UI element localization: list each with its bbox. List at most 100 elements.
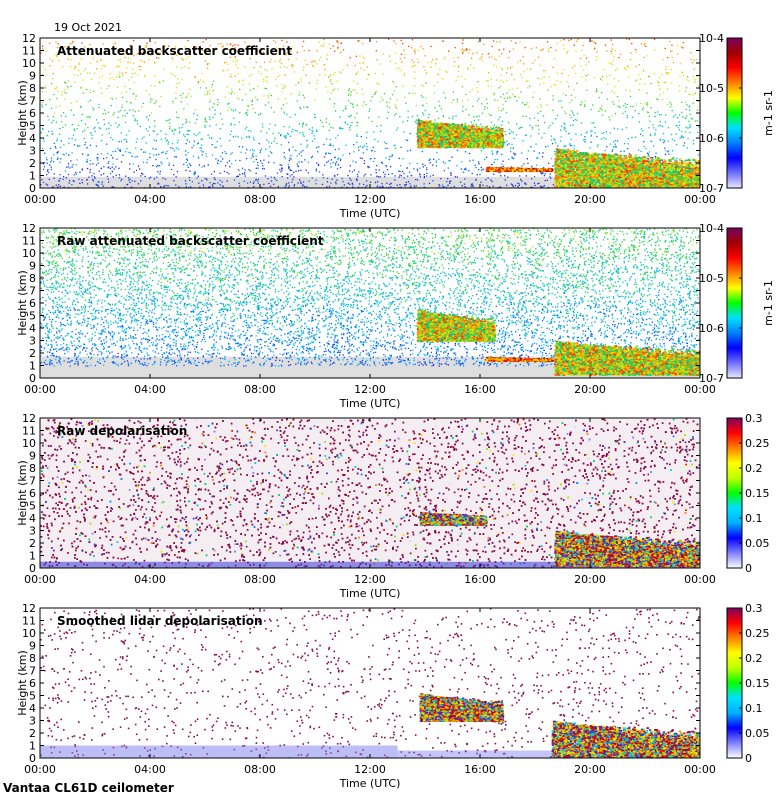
x-tick-label: 12:00 bbox=[354, 763, 386, 776]
x-tick-label: 00:00 bbox=[684, 763, 716, 776]
y-tick-label: 12 bbox=[22, 412, 36, 425]
panel-title: Smoothed lidar depolarisation bbox=[57, 614, 263, 628]
colorbar-scale bbox=[727, 228, 742, 378]
colorbar-tick-label: 10-6 bbox=[699, 322, 724, 335]
colorbar: 10-7 10-6 10-5 10-4 m-1 sr-1 bbox=[699, 32, 775, 195]
x-tick-label: 20:00 bbox=[574, 383, 606, 396]
x-tick-label: 20:00 bbox=[574, 763, 606, 776]
colorbar-tick-label: 0.3 bbox=[745, 412, 763, 425]
colorbar-tick-label: 0 bbox=[745, 752, 752, 765]
x-tick-label: 00:00 bbox=[24, 763, 56, 776]
y-tick-label: 5 bbox=[29, 500, 36, 513]
y-tick-label: 6 bbox=[29, 107, 36, 120]
y-tick-label: 7 bbox=[29, 475, 36, 488]
y-tick-label: 11 bbox=[22, 425, 36, 438]
colorbar-tick-label: 10-6 bbox=[699, 132, 724, 145]
colorbar-tick-label: 0.1 bbox=[745, 702, 763, 715]
colorbar-tick-label: 10-7 bbox=[699, 182, 724, 195]
colorbar: 10-710-610-510-4m-1 sr-1 bbox=[699, 222, 775, 385]
y-tick-label: 10 bbox=[22, 57, 36, 70]
y-tick-label: 11 bbox=[22, 235, 36, 248]
surface-band bbox=[40, 746, 398, 759]
x-axis-label: Time (UTC) bbox=[339, 777, 401, 790]
y-tick-label: 10 bbox=[22, 627, 36, 640]
x-tick-label: 04:00 bbox=[134, 573, 166, 586]
y-tick-label: 2 bbox=[29, 347, 36, 360]
colorbar-tick-label: 10-5 bbox=[699, 82, 724, 95]
x-tick-label: 08:00 bbox=[244, 573, 276, 586]
y-tick-label: 7 bbox=[29, 665, 36, 678]
y-tick-label: 12 bbox=[22, 32, 36, 45]
y-axis-label: Height (km) bbox=[16, 650, 29, 716]
y-tick-label: 1 bbox=[29, 170, 36, 183]
y-tick-label: 4 bbox=[29, 322, 36, 335]
y-tick-label: 5 bbox=[29, 310, 36, 323]
y-tick-label: 11 bbox=[22, 615, 36, 628]
x-tick-label: 04:00 bbox=[134, 193, 166, 206]
y-tick-label: 9 bbox=[29, 70, 36, 83]
y-tick-label: 9 bbox=[29, 260, 36, 273]
x-axis-label: Time (UTC) bbox=[339, 587, 401, 600]
colorbar-tick-label: 0.15 bbox=[745, 677, 770, 690]
x-tick-label: 12:00 bbox=[354, 193, 386, 206]
colorbar-tick-label: 0.05 bbox=[745, 727, 770, 740]
y-tick-label: 3 bbox=[29, 335, 36, 348]
y-tick-label: 12 bbox=[22, 602, 36, 615]
y-tick-label: 7 bbox=[29, 285, 36, 298]
y-tick-label: 12 bbox=[22, 222, 36, 235]
colorbar-tick-label: 0.2 bbox=[745, 462, 763, 475]
y-tick-label: 4 bbox=[29, 132, 36, 145]
panel-title: Raw attenuated backscatter coefficient bbox=[57, 234, 324, 248]
site-label: Vantaa CL61D ceilometer bbox=[3, 781, 174, 795]
y-tick-label: 3 bbox=[29, 145, 36, 158]
y-tick-label: 9 bbox=[29, 640, 36, 653]
y-tick-label: 5 bbox=[29, 120, 36, 133]
colorbar-scale bbox=[727, 38, 742, 188]
x-tick-label: 16:00 bbox=[464, 383, 496, 396]
y-axis-label: Height (km) bbox=[16, 270, 29, 336]
y-tick-label: 10 bbox=[22, 437, 36, 450]
x-axis-label: Time (UTC) bbox=[339, 207, 401, 220]
x-tick-label: 04:00 bbox=[134, 763, 166, 776]
y-tick-label: 6 bbox=[29, 297, 36, 310]
colorbar-tick-label: 10-4 bbox=[699, 222, 724, 235]
panel-title: Attenuated backscatter coefficient bbox=[57, 44, 292, 58]
colorbar-tick-label: 0 bbox=[745, 562, 752, 575]
y-axis-label: Height (km) bbox=[16, 80, 29, 146]
y-tick-label: 8 bbox=[29, 272, 36, 285]
colorbar-tick-label: 0.05 bbox=[745, 537, 770, 550]
colorbar-tick-label: 10-4 bbox=[699, 32, 724, 45]
y-tick-label: 2 bbox=[29, 727, 36, 740]
x-tick-label: 20:00 bbox=[574, 573, 606, 586]
x-tick-label: 16:00 bbox=[464, 193, 496, 206]
x-tick-label: 16:00 bbox=[464, 763, 496, 776]
y-tick-label: 1 bbox=[29, 550, 36, 563]
x-tick-label: 00:00 bbox=[684, 573, 716, 586]
y-tick-label: 4 bbox=[29, 702, 36, 715]
y-tick-label: 7 bbox=[29, 95, 36, 108]
y-tick-label: 1 bbox=[29, 360, 36, 373]
colorbar: 00.050.10.150.20.250.3 bbox=[727, 602, 770, 765]
colorbar-tick-label: 10-5 bbox=[699, 272, 724, 285]
data-field bbox=[40, 418, 702, 569]
x-tick-label: 00:00 bbox=[24, 193, 56, 206]
y-tick-label: 4 bbox=[29, 512, 36, 525]
colorbar-tick-label: 10-7 bbox=[699, 372, 724, 385]
x-tick-label: 08:00 bbox=[244, 383, 276, 396]
colorbar-tick-label: 0.15 bbox=[745, 487, 770, 500]
x-tick-label: 12:00 bbox=[354, 383, 386, 396]
y-tick-label: 9 bbox=[29, 450, 36, 463]
panel-title: Raw depolarisation bbox=[57, 424, 187, 438]
x-tick-label: 00:00 bbox=[24, 573, 56, 586]
colorbar-unit: m-1 sr-1 bbox=[762, 90, 775, 136]
y-tick-label: 1 bbox=[29, 740, 36, 753]
y-tick-label: 10 bbox=[22, 247, 36, 260]
y-tick-label: 6 bbox=[29, 677, 36, 690]
x-tick-label: 04:00 bbox=[134, 383, 166, 396]
x-tick-label: 20:00 bbox=[574, 193, 606, 206]
